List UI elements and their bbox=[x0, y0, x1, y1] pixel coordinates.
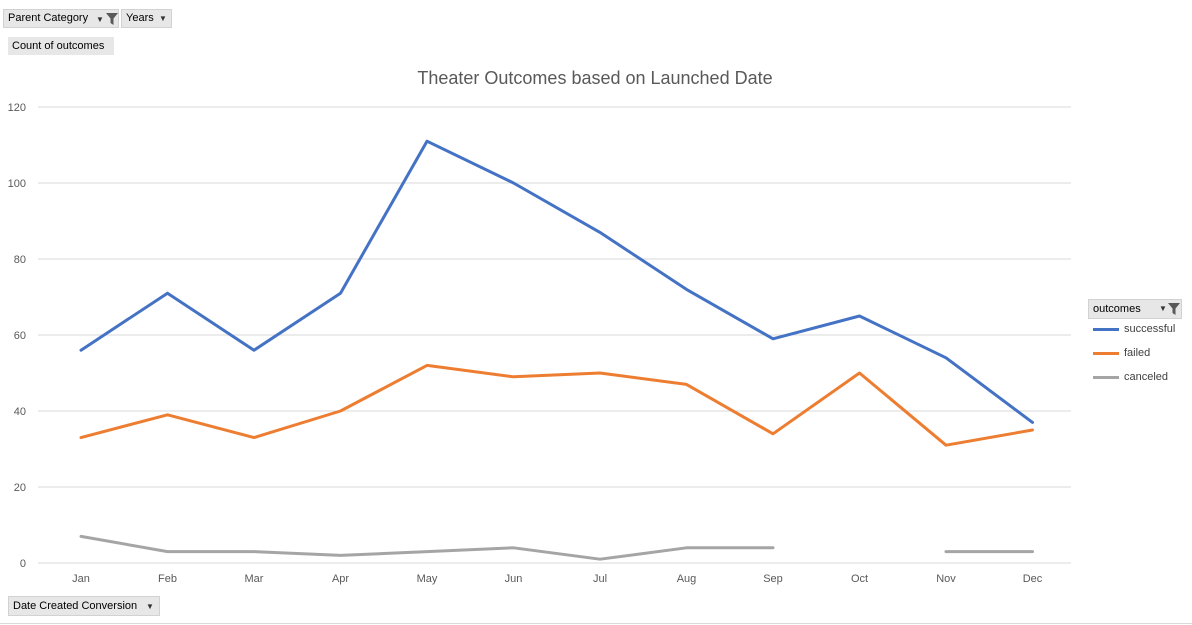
x-tick-label: Apr bbox=[332, 573, 349, 585]
filter-funnel-icon bbox=[1168, 303, 1180, 315]
x-tick-label: Dec bbox=[1023, 573, 1043, 585]
years-label: Years bbox=[126, 12, 154, 24]
sheet-divider bbox=[0, 623, 1192, 624]
filter-funnel-icon bbox=[106, 13, 118, 25]
parent-category-label: Parent Category bbox=[8, 12, 89, 24]
y-tick-label: 0 bbox=[20, 558, 26, 570]
y-tick-label: 60 bbox=[14, 330, 26, 342]
legend-swatch-canceled bbox=[1093, 376, 1119, 379]
legend-label-canceled: canceled bbox=[1124, 371, 1169, 383]
axis-field-label: Date Created Conversion bbox=[13, 600, 138, 612]
legend-label-failed: failed bbox=[1124, 347, 1151, 359]
y-tick-label: 20 bbox=[14, 482, 26, 494]
value-field-label: Count of outcomes bbox=[12, 40, 105, 52]
dropdown-arrow-icon: ▼ bbox=[1159, 304, 1167, 313]
dropdown-arrow-icon: ▼ bbox=[146, 602, 154, 611]
axis-field-button[interactable]: Date Created Conversion ▼ bbox=[8, 596, 160, 616]
legend-swatch-failed bbox=[1093, 352, 1119, 355]
series-lines bbox=[79, 139, 1034, 561]
legend-label-successful: successful bbox=[1124, 323, 1176, 335]
chart-title: Theater Outcomes based on Launched Date bbox=[417, 68, 772, 88]
x-axis-ticks: Jan Feb Mar Apr May Jun Jul Aug Sep Oct Nov Dec bbox=[72, 573, 1043, 585]
x-tick-label: Oct bbox=[851, 573, 868, 585]
legend-header-label: outcomes bbox=[1093, 303, 1141, 315]
x-tick-label: Feb bbox=[158, 573, 177, 585]
x-tick-label: Jan bbox=[72, 573, 90, 585]
legend-outcomes-filter-button[interactable]: outcomes ▼ bbox=[1088, 299, 1182, 319]
parent-category-filter-button[interactable]: Parent Category ▼ bbox=[3, 9, 119, 28]
y-axis-ticks: 0 20 40 60 80 100 120 bbox=[8, 102, 26, 570]
x-tick-label: Nov bbox=[936, 573, 956, 585]
gridlines bbox=[38, 106, 1071, 564]
y-tick-label: 120 bbox=[8, 102, 26, 114]
dropdown-arrow-icon: ▼ bbox=[159, 14, 167, 23]
x-tick-label: Sep bbox=[763, 573, 783, 585]
series-line-successful bbox=[79, 139, 1034, 424]
value-field-button[interactable]: Count of outcomes bbox=[8, 37, 114, 55]
legend-swatch-successful bbox=[1093, 328, 1119, 331]
x-tick-label: Jun bbox=[505, 573, 523, 585]
y-tick-label: 40 bbox=[14, 406, 26, 418]
x-tick-label: Aug bbox=[677, 573, 697, 585]
series-line-canceled-segment-1 bbox=[79, 534, 775, 561]
x-tick-label: Jul bbox=[593, 573, 607, 585]
dropdown-arrow-icon: ▼ bbox=[96, 15, 104, 24]
y-tick-label: 80 bbox=[14, 254, 26, 266]
x-tick-label: Mar bbox=[245, 573, 264, 585]
series-line-failed bbox=[79, 363, 1034, 447]
years-filter-button[interactable]: Years ▼ bbox=[121, 9, 172, 28]
x-tick-label: May bbox=[417, 573, 438, 585]
y-tick-label: 100 bbox=[8, 178, 26, 190]
